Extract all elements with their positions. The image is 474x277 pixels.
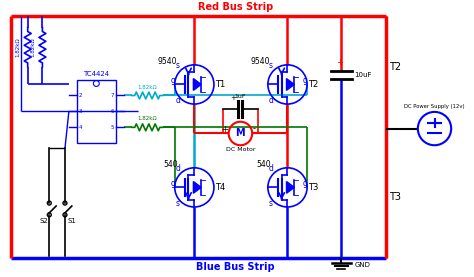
Text: S2: S2 [39,218,48,224]
Text: 5: 5 [110,125,114,130]
Text: T1: T1 [215,80,225,89]
Text: T4: T4 [215,183,225,192]
Text: s: s [176,61,180,70]
Text: 1.82kΩ: 1.82kΩ [137,117,157,122]
Text: 1.82kΩ: 1.82kΩ [16,37,20,57]
Text: 1uF: 1uF [235,94,246,99]
Text: -: - [253,125,255,134]
Text: +: + [337,58,343,67]
Text: 6: 6 [110,109,114,114]
Text: d: d [269,164,273,173]
Text: 540: 540 [163,160,178,169]
Text: M: M [236,129,245,138]
Text: 3: 3 [79,109,82,114]
Text: 9540: 9540 [250,57,270,66]
Polygon shape [286,79,294,90]
Text: T3: T3 [308,183,319,192]
Text: s: s [269,61,273,70]
Text: d: d [176,164,181,173]
Polygon shape [193,181,201,193]
Text: +: + [231,95,237,101]
Text: 10uF: 10uF [354,72,372,78]
Text: T3: T3 [390,192,401,202]
Text: GND: GND [355,262,371,268]
Polygon shape [193,79,201,90]
Text: 1.82kΩ: 1.82kΩ [137,85,157,90]
Text: d: d [269,96,273,105]
Text: g: g [171,76,176,85]
Text: 2: 2 [79,93,82,98]
Text: S1: S1 [68,218,77,224]
Text: g: g [302,76,307,85]
Text: g: g [171,179,176,188]
Text: Red Bus Strip: Red Bus Strip [198,2,273,12]
Text: +: + [221,125,228,134]
Text: d: d [176,96,181,105]
Text: DC Power Supply (12v): DC Power Supply (12v) [404,104,465,109]
Polygon shape [286,181,294,193]
Text: T2: T2 [390,62,401,72]
Text: g: g [302,179,307,188]
Text: 7: 7 [110,93,114,98]
Text: T2: T2 [308,80,319,89]
Text: 4: 4 [79,125,82,130]
Text: 9540: 9540 [157,57,177,66]
Text: 1.82kΩ: 1.82kΩ [30,37,35,57]
Text: DC Motor: DC Motor [226,147,255,152]
Text: TC4424: TC4424 [83,71,109,77]
Text: Blue Bus Strip: Blue Bus Strip [196,262,275,272]
Text: 540: 540 [256,160,271,169]
Text: s: s [269,199,273,208]
Text: s: s [176,199,180,208]
